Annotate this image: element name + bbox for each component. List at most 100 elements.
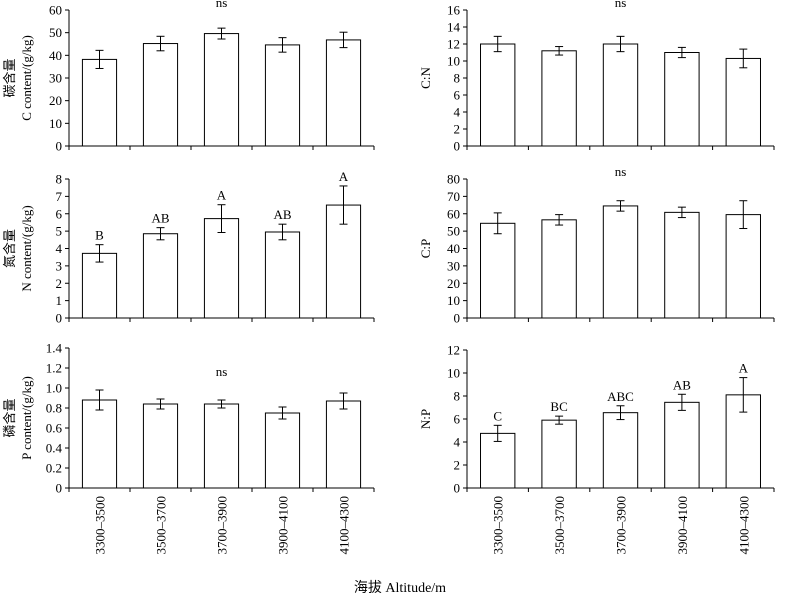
y-tick-label: 5 <box>56 224 63 239</box>
y-tick-label: 3 <box>56 258 63 273</box>
significance-label: B <box>95 228 104 243</box>
bar <box>602 412 639 489</box>
significance-label: A <box>217 188 227 203</box>
y-tick-label: 14 <box>447 20 461 35</box>
y-tick-label: 40 <box>49 48 62 63</box>
bar <box>480 43 516 147</box>
bar <box>203 33 240 147</box>
significance-label: AB <box>151 211 169 226</box>
bar <box>325 39 362 147</box>
y-axis-label: C:P <box>418 239 433 259</box>
y-axis-label-en: C content/(g/kg) <box>19 35 34 121</box>
y-tick-label: 60 <box>49 3 62 18</box>
y-axis-label: N:P <box>418 409 433 429</box>
bar <box>264 412 301 489</box>
y-tick-label: 0.8 <box>46 401 62 416</box>
y-tick-label: 40 <box>447 241 460 256</box>
significance-label: BC <box>550 399 567 414</box>
bar <box>480 222 516 319</box>
significance-label: A <box>739 361 749 376</box>
bar <box>203 218 240 319</box>
bar <box>325 400 362 489</box>
ns-annotation: ns <box>216 0 228 10</box>
x-category-label: 3300–3500 <box>93 496 108 555</box>
y-tick-label: 0 <box>454 481 461 496</box>
y-axis-label-cn: 氮含量 <box>2 229 17 268</box>
significance-label: AB <box>673 377 691 392</box>
bar <box>81 399 118 489</box>
y-tick-label: 20 <box>49 93 62 108</box>
y-tick-label: 2 <box>454 458 461 473</box>
bar <box>664 52 700 147</box>
y-tick-label: 70 <box>447 189 460 204</box>
y-tick-label: 0 <box>454 311 461 326</box>
y-tick-label: 0 <box>56 139 63 154</box>
y-axis-label-cn: 磷含量 <box>2 398 17 437</box>
y-tick-label: 0.2 <box>46 461 62 476</box>
bar <box>81 58 118 147</box>
y-tick-label: 6 <box>56 206 63 221</box>
bar <box>142 403 179 489</box>
x-axis-title: 海拔 Altitude/m <box>354 580 446 596</box>
bar <box>541 219 577 319</box>
x-category-label: 3300–3500 <box>491 496 506 555</box>
y-tick-label: 0 <box>56 481 63 496</box>
panel-cn: 0 2 4 6 8 10 12 14 16 ns C:N <box>418 0 775 154</box>
x-category-label: 3500–3700 <box>552 496 567 555</box>
y-tick-label: 1.2 <box>46 361 62 376</box>
y-tick-label: 10 <box>447 366 460 381</box>
y-tick-label: 30 <box>49 71 62 86</box>
x-category-label: 3500–3700 <box>154 496 169 555</box>
y-tick-label: 0.4 <box>46 441 63 456</box>
y-tick-label: 16 <box>447 3 461 18</box>
x-category-label: 3900–4100 <box>276 496 291 555</box>
significance-label: C <box>493 408 502 423</box>
significance-label: A <box>339 169 349 184</box>
y-tick-label: 2 <box>56 276 63 291</box>
y-tick-label: 0.6 <box>46 421 63 436</box>
bar <box>264 231 301 319</box>
significance-label: ABC <box>607 389 634 404</box>
bar <box>81 252 118 319</box>
y-tick-label: 10 <box>447 54 460 69</box>
y-axis-label-en: N content/(g/kg) <box>19 205 34 291</box>
y-tick-label: 6 <box>454 412 461 427</box>
significance-label: AB <box>273 207 291 222</box>
y-tick-label: 12 <box>447 343 460 358</box>
bar <box>602 205 639 319</box>
y-tick-label: 80 <box>447 172 460 187</box>
y-tick-label: 10 <box>49 116 62 131</box>
y-axis-label: C:N <box>418 67 433 89</box>
bar <box>602 43 639 147</box>
panel-cp: 0 10 20 30 40 50 60 70 80 ns C:P <box>418 164 775 326</box>
y-tick-label: 50 <box>49 25 62 40</box>
y-axis-label-en: P content/(g/kg) <box>19 376 34 460</box>
y-tick-label: 20 <box>447 276 460 291</box>
ns-annotation: ns <box>615 164 627 179</box>
y-tick-label: 0 <box>56 311 63 326</box>
bar <box>664 211 700 319</box>
x-category-label: 3900–4100 <box>675 496 690 555</box>
y-tick-label: 2 <box>454 122 461 137</box>
ns-annotation: ns <box>216 364 228 379</box>
bar <box>264 44 301 147</box>
ns-annotation: ns <box>615 0 627 10</box>
x-category-label: 4100–4300 <box>337 496 352 555</box>
panel-n: 0 1 2 3 4 5 6 7 8 B AB A AB A 氮含量 N content/(g/kg) <box>2 169 375 326</box>
bar <box>142 43 179 147</box>
y-tick-label: 8 <box>56 172 63 187</box>
y-tick-label: 6 <box>454 88 461 103</box>
bar <box>664 401 700 489</box>
y-tick-label: 1 <box>56 293 63 308</box>
panel-p: 0 0.2 0.4 0.6 0.8 1.0 1.2 1.4 ns 磷含量 P content/(g/… <box>2 341 375 555</box>
x-category-label: 4100–4300 <box>736 496 751 555</box>
x-category-label: 3700–3900 <box>215 496 230 555</box>
y-tick-label: 1.0 <box>46 381 62 396</box>
bar <box>541 419 577 489</box>
bar <box>725 57 761 147</box>
x-category-label: 3700–3900 <box>614 496 629 555</box>
y-tick-label: 7 <box>56 189 63 204</box>
y-axis-label-cn: 碳含量 <box>2 58 17 97</box>
y-tick-label: 0 <box>454 139 461 154</box>
